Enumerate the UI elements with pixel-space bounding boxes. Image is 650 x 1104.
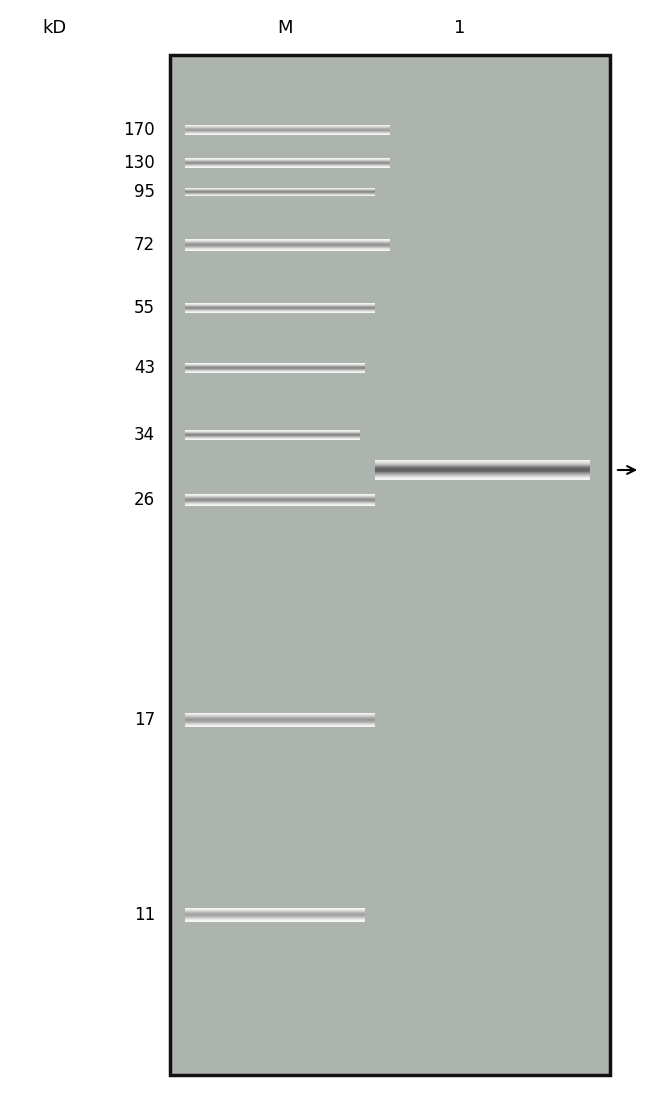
Bar	[375, 463, 590, 464]
Bar	[375, 468, 590, 469]
Bar	[375, 464, 590, 465]
Bar	[375, 469, 590, 470]
Bar	[375, 476, 590, 477]
Bar	[375, 468, 590, 469]
Text: kD: kD	[43, 19, 67, 38]
Bar	[375, 475, 590, 476]
Bar	[375, 466, 590, 468]
Bar	[375, 465, 590, 466]
Bar	[375, 473, 590, 474]
Bar	[375, 478, 590, 479]
Bar	[375, 463, 590, 464]
Text: 43: 43	[134, 359, 155, 376]
Bar	[375, 474, 590, 475]
Bar	[375, 471, 590, 473]
Bar	[375, 477, 590, 478]
Bar	[375, 475, 590, 476]
Bar	[375, 473, 590, 474]
Bar	[375, 467, 590, 468]
Bar	[375, 461, 590, 463]
Bar	[375, 474, 590, 475]
Text: 34: 34	[134, 426, 155, 444]
Text: 1: 1	[454, 19, 465, 38]
Bar	[375, 470, 590, 471]
Bar	[375, 478, 590, 479]
Bar	[375, 475, 590, 476]
Bar	[375, 470, 590, 471]
Text: 17: 17	[134, 711, 155, 729]
Bar	[375, 471, 590, 473]
Bar	[375, 467, 590, 468]
Text: 72: 72	[134, 236, 155, 254]
Text: 26: 26	[134, 491, 155, 509]
Bar	[375, 460, 590, 461]
Bar	[375, 466, 590, 467]
Bar	[375, 464, 590, 465]
Bar	[375, 473, 590, 474]
Text: 130: 130	[124, 153, 155, 172]
Bar	[375, 461, 590, 463]
Text: 95: 95	[134, 183, 155, 201]
Text: 55: 55	[134, 299, 155, 317]
Bar	[375, 476, 590, 477]
Text: 170: 170	[124, 121, 155, 139]
Bar	[375, 460, 590, 463]
Bar	[375, 469, 590, 470]
Bar	[375, 464, 590, 465]
Text: M: M	[278, 19, 292, 38]
Bar	[375, 478, 590, 479]
Bar	[375, 469, 590, 470]
Bar	[375, 466, 590, 467]
Text: 11: 11	[134, 906, 155, 924]
Bar	[375, 477, 590, 478]
Bar	[170, 55, 610, 1075]
Bar	[375, 465, 590, 466]
